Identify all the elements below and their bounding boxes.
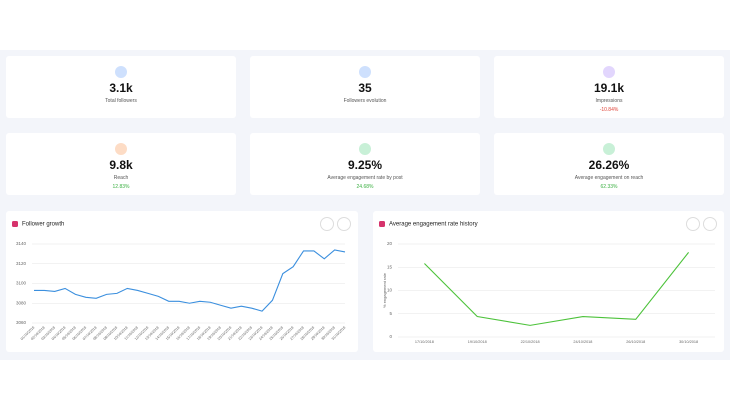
download-button[interactable] (337, 217, 351, 231)
stat-change: 12.83% (112, 184, 130, 190)
line (34, 249, 346, 312)
stat-change: 62.33% (600, 184, 618, 190)
icon (603, 66, 615, 78)
x-tick-label: 30/10/2018 (679, 340, 698, 344)
stat-card: 35 Followers evolution (250, 56, 480, 118)
y-tick-label: 20 (387, 241, 393, 246)
y-tick-label: 15 (387, 264, 393, 269)
stat-label: Total followers (105, 98, 137, 104)
x-tick-label: 22/10/2018 (521, 340, 540, 344)
instagram-icon (379, 221, 385, 227)
line (424, 252, 690, 326)
stat-card: 9.25% Average engagement rate by post 24.6… (250, 133, 480, 195)
x-tick-label: 17/10/2018 (415, 340, 434, 344)
stat-label: Impressions (595, 98, 623, 104)
icon (359, 66, 371, 78)
stat-change: -10.84% (599, 107, 619, 113)
stat-value: 35 (358, 81, 372, 95)
stat-value: 3.1k (109, 81, 133, 95)
stat-label: Followers evolution (343, 98, 387, 104)
chart-title: Follower growth (22, 222, 64, 228)
stat-label: Reach (113, 175, 129, 181)
icon (115, 66, 127, 78)
y-tick-label: 3120 (16, 261, 27, 266)
y-axis-label: % engagement rate (382, 272, 387, 308)
y-tick-label: 0 (389, 334, 392, 339)
expand-button[interactable] (686, 217, 700, 231)
y-tick-label: 3100 (16, 281, 27, 286)
stat-card: 9.8k Reach 12.83% (6, 133, 236, 195)
expand-button[interactable] (320, 217, 334, 231)
x-tick-label: 26/10/2018 (626, 340, 645, 344)
stat-card: 19.1k Impressions -10.84% (494, 56, 724, 118)
stat-value: 9.25% (347, 158, 383, 172)
stat-card: 3.1k Total followers (6, 56, 236, 118)
stat-label: Average engagement on reach (574, 175, 644, 181)
y-tick-label: 5 (389, 311, 392, 316)
icon (115, 143, 127, 155)
stat-label: Average engagement rate by post (327, 175, 403, 181)
stat-card: 26.26% Average engagement on reach 62.33% (494, 133, 724, 195)
y-tick-label: 3060 (16, 320, 27, 325)
stat-value: 26.26% (588, 158, 630, 172)
y-tick-label: 3140 (16, 241, 27, 246)
chart-title: Average engagement rate history (389, 222, 478, 228)
x-tick-label: 19/10/2018 (468, 340, 487, 344)
x-tick-label: 24/10/2018 (573, 340, 592, 344)
download-button[interactable] (703, 217, 717, 231)
y-tick-label: 10 (387, 288, 393, 293)
stat-value: 19.1k (593, 81, 625, 95)
panel (6, 211, 358, 352)
icon (603, 143, 615, 155)
icon (359, 143, 371, 155)
instagram-icon (12, 221, 18, 227)
y-tick-label: 3080 (16, 300, 27, 305)
stat-change: 24.68% (356, 184, 374, 190)
stat-value: 9.8k (109, 158, 133, 172)
